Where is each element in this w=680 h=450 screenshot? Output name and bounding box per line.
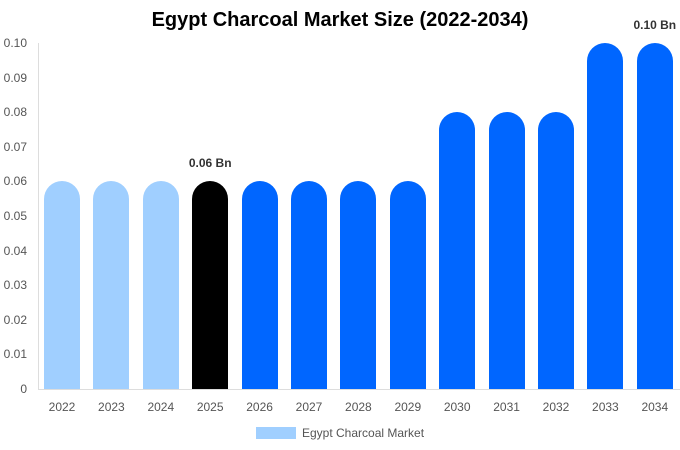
y-tick-label: 0.01 [3, 347, 27, 362]
x-tick-label: 2022 [48, 400, 76, 414]
bar-2023[interactable] [93, 181, 130, 389]
legend[interactable]: Egypt Charcoal Market [256, 426, 424, 440]
y-tick-label: 0.10 [3, 36, 27, 50]
x-tick-label: 2033 [592, 400, 619, 414]
data-label: 0.10 Bn [633, 18, 677, 32]
bar-2024[interactable] [142, 181, 179, 389]
x-tick-label: 2028 [345, 400, 372, 414]
bar-2028[interactable] [340, 181, 377, 389]
bar-2032[interactable] [538, 112, 574, 389]
legend-label: Egypt Charcoal Market [302, 426, 425, 440]
x-tick-label: 2030 [443, 400, 471, 414]
y-tick-label: 0.04 [3, 243, 27, 258]
bar-2033[interactable] [587, 43, 624, 389]
y-tick-label: 0.09 [3, 70, 27, 85]
x-tick-label: 2025 [196, 400, 224, 414]
x-tick-label: 2031 [493, 400, 520, 414]
y-tick-label: 0 [20, 382, 27, 396]
x-tick-label: 2026 [246, 400, 273, 414]
bar-2031[interactable] [488, 112, 525, 389]
x-tick-label: 2023 [98, 400, 125, 414]
y-tick-label: 0.05 [3, 209, 27, 223]
legend-swatch [256, 427, 296, 439]
y-tick-label: 0.07 [3, 139, 27, 154]
x-tick-label: 2032 [542, 400, 570, 414]
bar-2030[interactable] [439, 112, 476, 389]
x-tick-label: 2024 [147, 400, 175, 414]
x-tick-label: 2027 [295, 400, 323, 414]
bar-2025[interactable] [192, 181, 229, 389]
x-tick-label: 2029 [394, 400, 422, 414]
y-tick-label: 0.06 [3, 174, 27, 189]
x-axis-line [38, 389, 680, 390]
bar-2027[interactable] [291, 181, 327, 389]
bar-2022[interactable] [44, 181, 80, 389]
bar-2029[interactable] [389, 181, 426, 389]
y-axis-line [38, 43, 39, 389]
x-tick-label: 2034 [641, 400, 669, 414]
bar-2026[interactable] [241, 181, 278, 389]
bar-2034[interactable] [636, 43, 673, 389]
data-label: 0.06 Bn [188, 156, 232, 171]
y-tick-label: 0.03 [3, 278, 27, 293]
y-tick-label: 0.02 [3, 312, 27, 327]
y-tick-label: 0.08 [3, 105, 27, 120]
chart-title: Egypt Charcoal Market Size (2022-2034) [151, 9, 529, 31]
